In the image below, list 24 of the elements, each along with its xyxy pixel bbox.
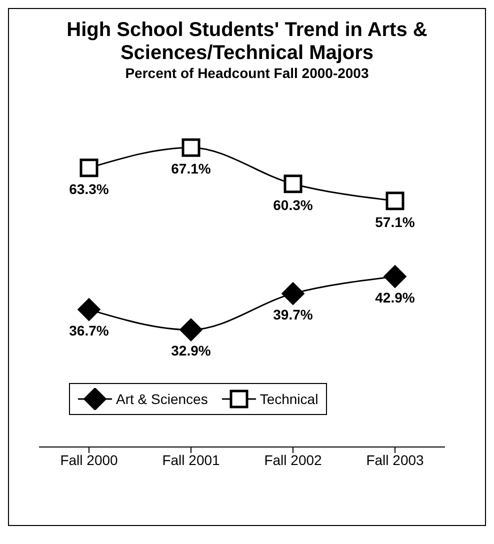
x-tick-label: Fall 2003: [366, 452, 424, 468]
x-tick-label: Fall 2002: [264, 452, 322, 468]
point: [384, 265, 406, 288]
point: [386, 192, 404, 210]
point: [80, 158, 98, 178]
data-label: 67.1%: [171, 160, 212, 177]
data-label: 42.9%: [375, 289, 416, 306]
point: [180, 318, 202, 342]
chart-subtitle: Percent of Headcount Fall 2000-2003: [124, 65, 370, 83]
data-label: 39.7%: [273, 306, 314, 323]
legend-label: Technical: [260, 391, 318, 407]
data-label: 36.7%: [69, 322, 110, 338]
point: [282, 282, 304, 306]
data-label: 60.3%: [273, 196, 314, 213]
data-label: 32.9%: [171, 342, 212, 359]
data-label: 63.3%: [69, 180, 110, 197]
point: [284, 174, 302, 194]
data-label: 57.1%: [375, 214, 416, 230]
point: [78, 298, 100, 322]
x-tick-label: Fall 2000: [60, 452, 118, 468]
legend-label: Art & Sciences: [116, 391, 208, 407]
point: [182, 138, 200, 157]
x-tick-label: Fall 2001: [162, 452, 220, 468]
chart-title: High School Students' Trend in Arts & Sciences/Technical Majors: [66, 18, 428, 65]
